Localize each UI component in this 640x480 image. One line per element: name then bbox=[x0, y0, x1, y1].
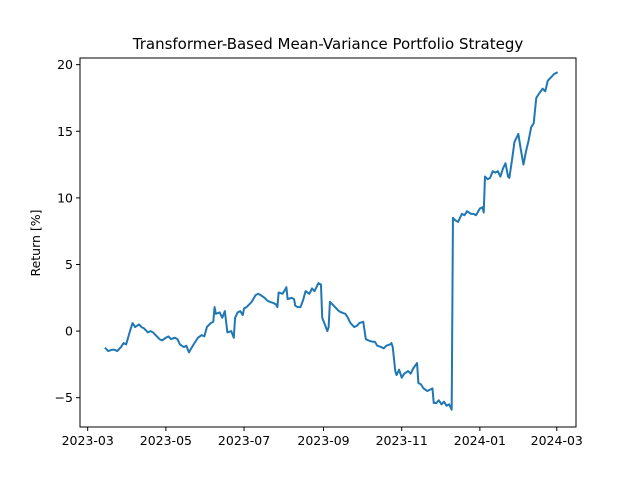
x-axis-ticks: 2023-03 2023-05 2023-07 2023-09 2023-11 2024-… bbox=[62, 427, 583, 448]
x-tick-label: 2024-03 bbox=[531, 433, 583, 448]
y-axis-label: Return [%] bbox=[28, 209, 43, 276]
y-tick-label: 5 bbox=[65, 257, 73, 272]
axes-frame bbox=[79, 57, 577, 428]
y-tick-label: −5 bbox=[55, 390, 73, 405]
x-tick-label: 2023-07 bbox=[218, 433, 270, 448]
y-tick-label: 20 bbox=[57, 57, 73, 72]
x-tick-label: 2023-11 bbox=[376, 433, 428, 448]
x-tick-label: 2023-05 bbox=[140, 433, 192, 448]
plot-area bbox=[104, 71, 559, 411]
series-line-0 bbox=[104, 71, 559, 411]
x-tick-label: 2023-03 bbox=[62, 433, 114, 448]
y-tick-label: 0 bbox=[65, 324, 73, 339]
y-axis-ticks: −5 0 5 10 15 20 bbox=[55, 57, 80, 405]
y-tick-label: 15 bbox=[57, 124, 73, 139]
x-tick-label: 2023-09 bbox=[297, 433, 349, 448]
y-tick-label: 10 bbox=[57, 190, 73, 205]
x-tick-label: 2024-01 bbox=[454, 433, 506, 448]
chart-title: Transformer-Based Mean-Variance Portfoli… bbox=[132, 35, 524, 53]
